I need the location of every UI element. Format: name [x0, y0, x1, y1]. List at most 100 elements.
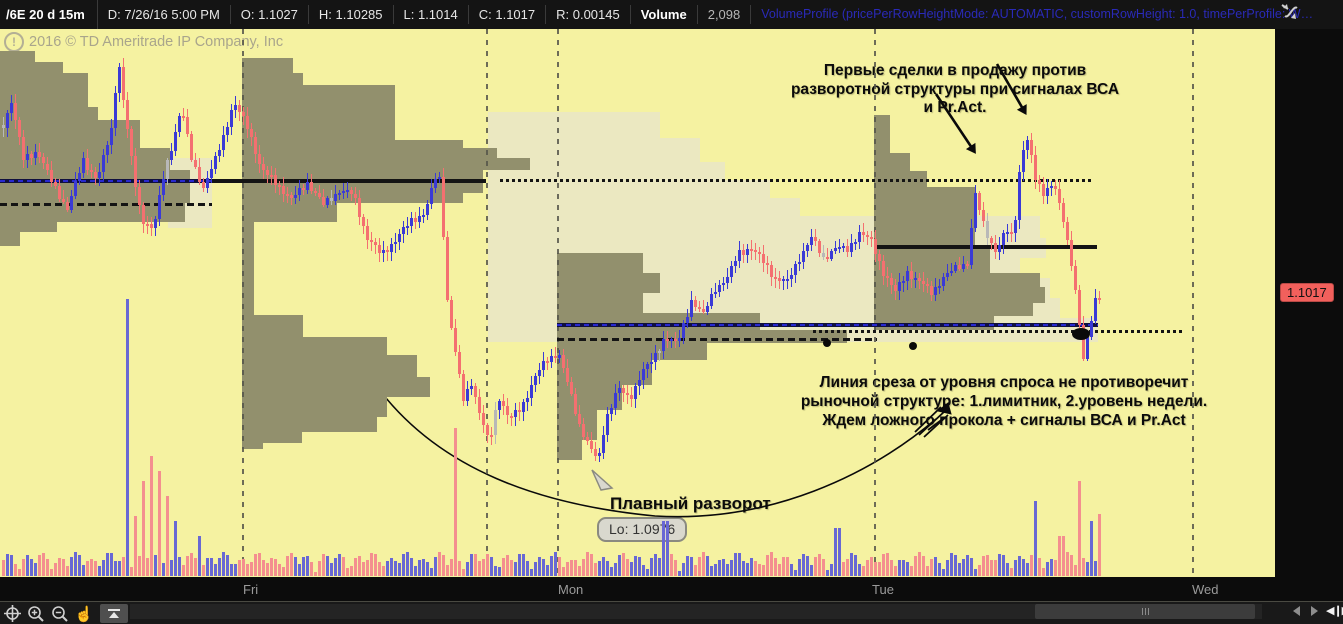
volume-bar [834, 528, 837, 576]
price-level-line-blue [0, 180, 212, 182]
link-charts-icon[interactable] [1279, 2, 1303, 22]
zoom-out-icon[interactable] [48, 604, 72, 624]
zoom-in-icon[interactable] [24, 604, 48, 624]
candle [782, 279, 785, 282]
candle [198, 166, 201, 182]
volume-bar [294, 556, 297, 576]
candle [978, 193, 981, 210]
crosshair-icon[interactable] [0, 604, 24, 624]
volume-bar [1046, 561, 1049, 576]
candle [802, 251, 805, 263]
volume-bar [486, 554, 489, 576]
volume-bar [926, 565, 929, 576]
candle [1002, 233, 1005, 246]
candle [394, 241, 397, 245]
volume-bar [34, 562, 37, 576]
volume-bar [186, 555, 189, 576]
candle [546, 361, 549, 364]
volume-bar [478, 561, 481, 576]
pane-splitter-icon[interactable]: ◀❙▶ [1326, 605, 1343, 617]
volume-bar [334, 557, 337, 576]
candle [882, 261, 885, 277]
candle [318, 193, 321, 197]
time-axis[interactable]: Fri Mon Tue Wed [0, 577, 1275, 601]
candle [262, 163, 265, 171]
volume-bar [958, 562, 961, 576]
volume-bar [422, 559, 425, 576]
low-price-callout[interactable]: Lo: 1.0976 [597, 517, 688, 542]
candle [938, 286, 941, 289]
candle [610, 407, 613, 415]
volume-bar [982, 556, 985, 576]
candle [74, 180, 77, 196]
volume-bar [738, 553, 741, 576]
volume-profile-row [242, 140, 463, 148]
volume-bar [630, 561, 633, 576]
candle [146, 224, 149, 226]
volume-bar [910, 566, 913, 576]
volume-bar [394, 561, 397, 576]
study-settings-label[interactable]: VolumeProfile (pricePerRowHeightMode: AU… [761, 7, 1332, 21]
candle [102, 154, 105, 173]
candle-wick [555, 346, 556, 364]
hand-icon[interactable]: ☝ [74, 605, 94, 623]
volume-bar [1018, 556, 1021, 576]
volume-bar [278, 564, 281, 576]
candle-wick [715, 283, 716, 299]
volume-bar [538, 557, 541, 576]
volume-bar [722, 558, 725, 576]
volume-bar [450, 558, 453, 576]
candle-wick [855, 238, 856, 251]
volume-bar [986, 554, 989, 576]
volume-bar [382, 566, 385, 576]
scroll-right-arrow[interactable] [1311, 606, 1318, 616]
candle [438, 176, 441, 179]
scroll-left-arrow[interactable] [1293, 606, 1300, 616]
time-axis-label: Mon [558, 582, 584, 597]
candle [118, 66, 121, 93]
candle [126, 99, 129, 130]
volume-bar [94, 560, 97, 576]
candle [838, 247, 841, 250]
candle [422, 214, 425, 217]
volume-bar [290, 552, 293, 576]
expand-pane-icon[interactable] [100, 604, 128, 623]
candle [418, 215, 421, 222]
volume-profile-row [557, 293, 643, 313]
candle [214, 156, 217, 169]
candle [574, 393, 577, 414]
chart-canvas[interactable]: ! 2016 © TD Ameritrade IP Company, Inc П… [0, 29, 1275, 577]
candle [982, 209, 985, 221]
candle-wick [659, 348, 660, 362]
volume-profile-row [242, 158, 530, 170]
price-axis[interactable]: 1.1017 [1275, 29, 1343, 601]
chart-scrollbar-thumb[interactable] [1035, 604, 1255, 619]
candle [858, 231, 861, 243]
candle [446, 237, 449, 301]
candle [1050, 186, 1053, 189]
chart-scrollbar-track[interactable] [130, 604, 1262, 619]
volume-profile-row [242, 377, 430, 397]
volume-profile-row [0, 107, 98, 120]
price-level-line [557, 338, 877, 341]
header-field: O: 1.1027 [231, 5, 309, 24]
candle [570, 382, 573, 394]
candle [66, 201, 69, 210]
candle [614, 392, 617, 408]
volume-bar [282, 566, 285, 576]
volume-bar [418, 559, 421, 576]
candle [1006, 231, 1009, 234]
volume-bar [494, 566, 497, 576]
candle [1074, 266, 1077, 291]
candle [890, 278, 893, 285]
volume-bar [18, 569, 21, 576]
candle [818, 241, 821, 253]
volume-bar [798, 558, 801, 576]
volume-bar [706, 555, 709, 576]
volume-bar [774, 557, 777, 576]
candle [986, 220, 989, 239]
candle [790, 275, 793, 279]
candle [750, 249, 753, 252]
volume-bar [610, 566, 613, 576]
volume-bar [638, 556, 641, 576]
